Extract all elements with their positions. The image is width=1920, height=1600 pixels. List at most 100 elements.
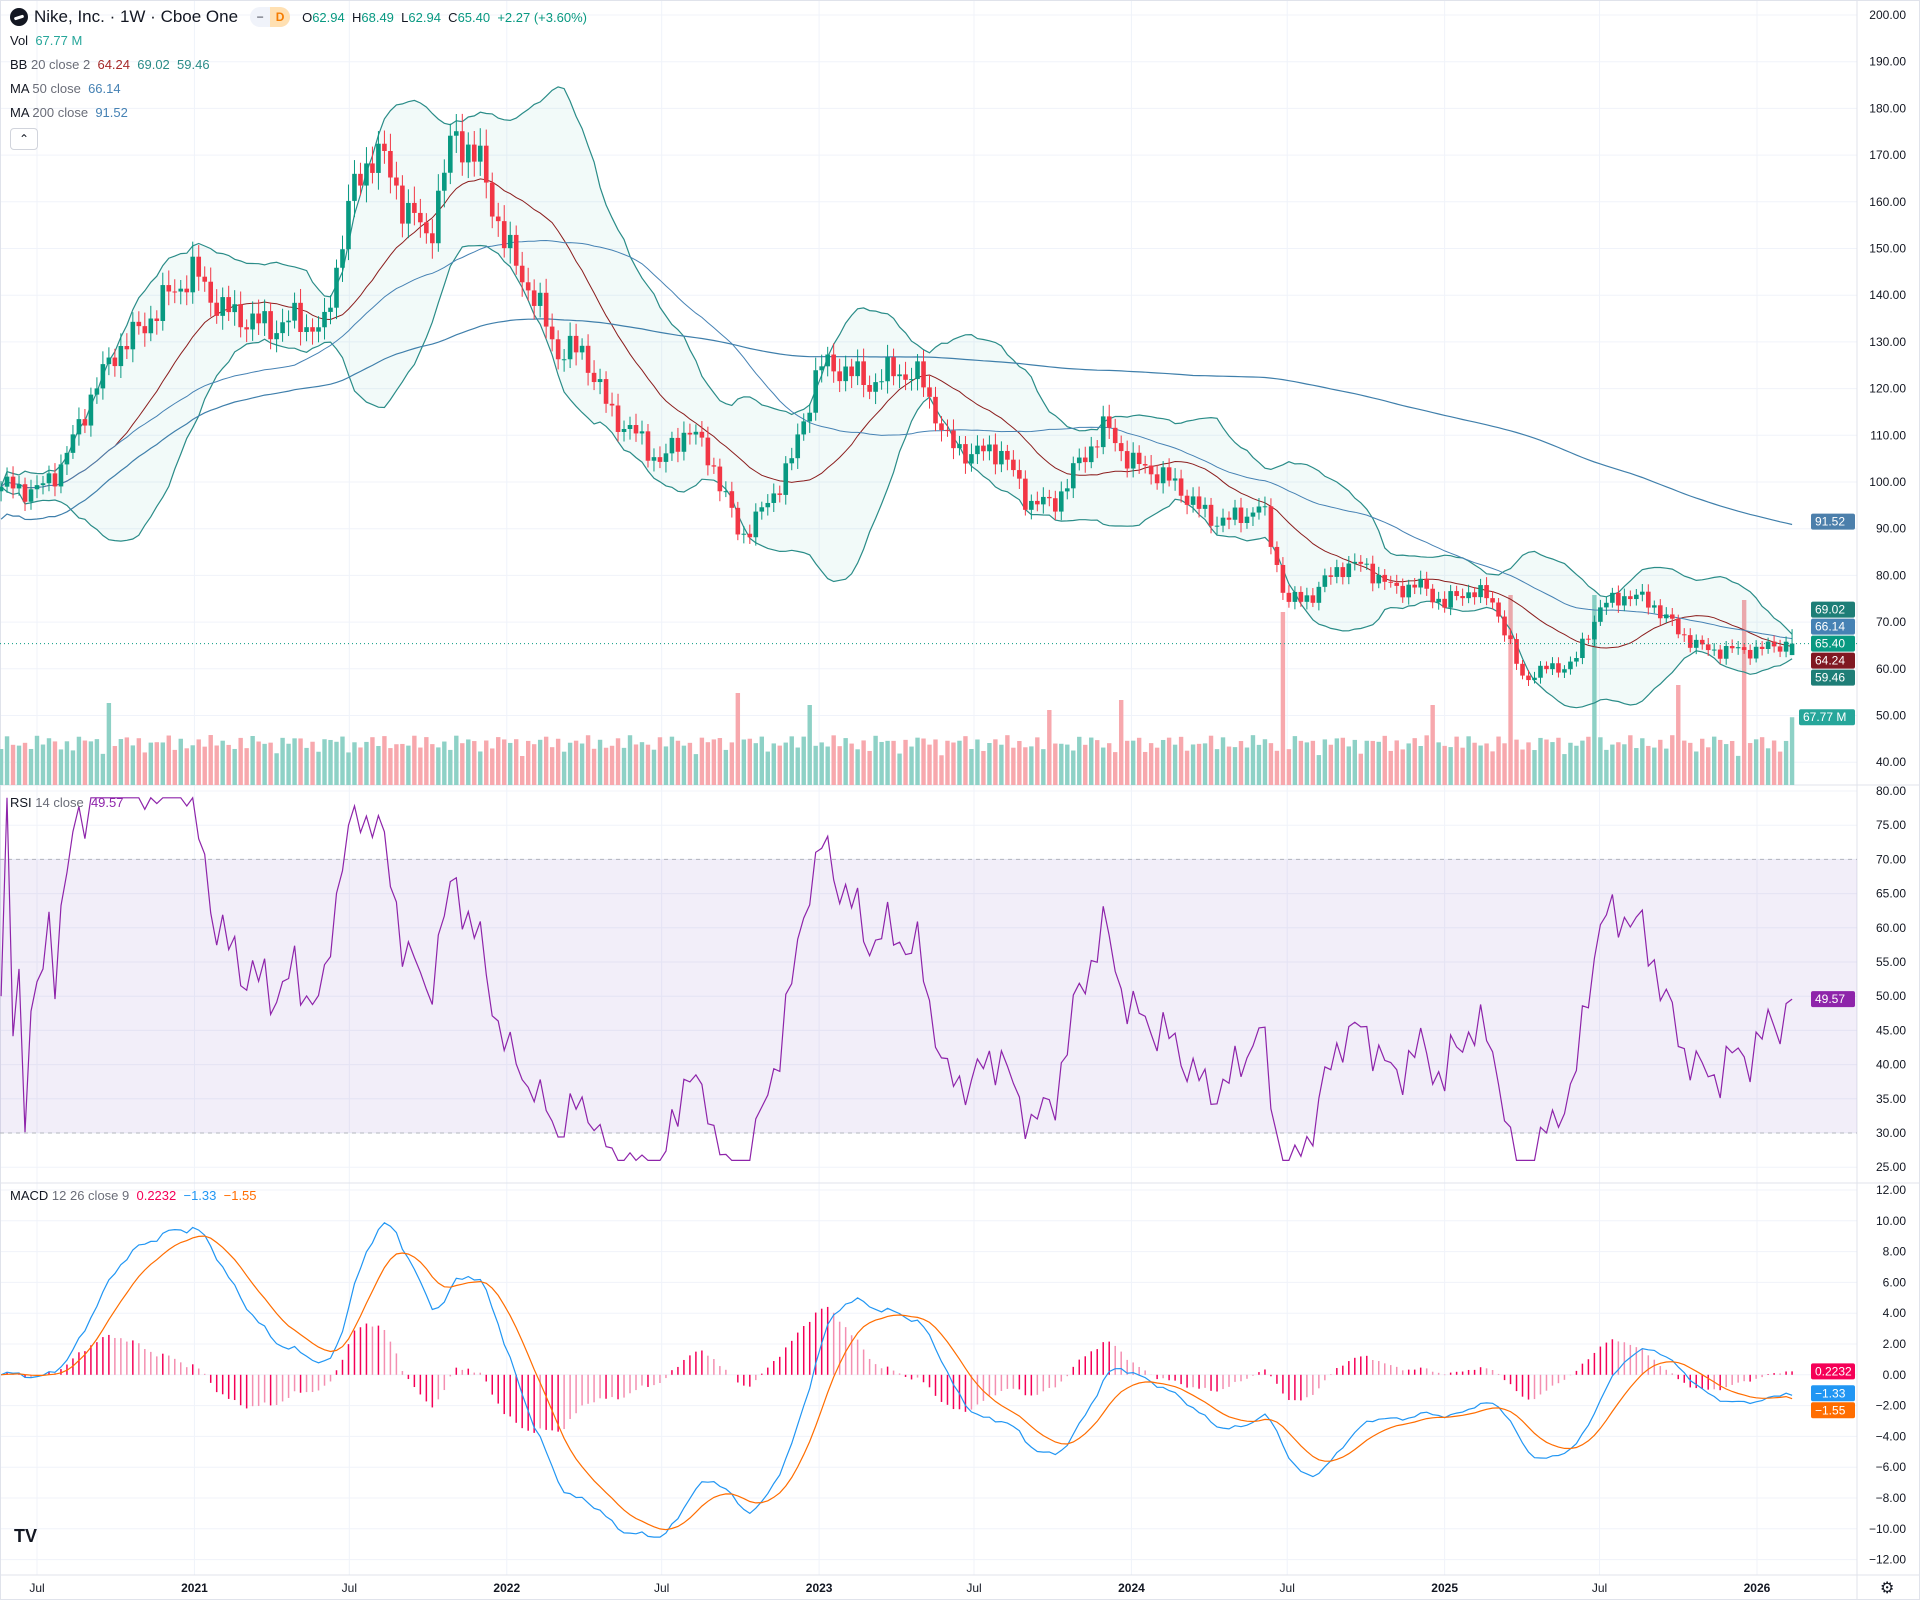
candle-body (1472, 592, 1477, 598)
volume-bar (184, 748, 189, 785)
volume-legend[interactable]: Vol 67.77 M (10, 33, 82, 48)
collapse-legend-button[interactable]: ⌃ (10, 128, 38, 150)
candle (735, 501, 741, 541)
volume-bar (1502, 743, 1507, 785)
candle (1508, 628, 1513, 645)
volume-bar (424, 737, 429, 785)
candle (214, 289, 219, 324)
volume-bar (1124, 740, 1130, 785)
candle (1448, 584, 1453, 616)
candle (1274, 541, 1280, 573)
volume-bar (765, 751, 770, 785)
candle-body (262, 311, 267, 324)
candle-body (1729, 646, 1735, 649)
candle (1244, 508, 1250, 529)
volume-bar (484, 740, 489, 785)
volume-bar (1478, 745, 1483, 785)
volume-bar (1107, 743, 1112, 785)
candle-body (256, 313, 261, 324)
volume-bar (1574, 745, 1579, 785)
high-value: 68.49 (361, 9, 394, 25)
candle-body (807, 412, 813, 422)
bb-basis-value: 64.24 (97, 57, 131, 72)
candle-body (867, 384, 872, 392)
macd-legend[interactable]: MACD 12 26 close 9 0.2232 −1.33 −1.55 (10, 1188, 257, 1203)
volume-bar (915, 737, 920, 785)
bb-legend[interactable]: BB 20 close 2 64.24 69.02 59.46 (10, 57, 210, 72)
volume-bar (1172, 744, 1178, 785)
symbol-title[interactable]: Nike, Inc. · 1W · Cboe One (34, 7, 239, 26)
symbol-legend: Nike, Inc. · 1W · Cboe One − D O62.94 H68… (10, 7, 587, 27)
ma200-label: MA (10, 105, 29, 120)
candle (969, 443, 974, 472)
candle-body (1406, 584, 1412, 598)
macd-tick-label: 12.00 (1876, 1183, 1906, 1197)
candle (1005, 444, 1010, 471)
rsi-tick-label: 70.00 (1876, 852, 1906, 866)
volume-bar (699, 737, 705, 785)
candle-body (28, 489, 34, 502)
tradingview-logo[interactable]: TV (14, 1526, 37, 1547)
candle (855, 349, 860, 386)
candle-body (849, 366, 854, 377)
volume-bar (496, 737, 501, 785)
candle (1604, 596, 1609, 615)
macd-params: 12 26 close 9 (51, 1188, 130, 1203)
candle-body (1442, 598, 1447, 608)
volume-bar (208, 735, 213, 785)
volume-bar (1136, 737, 1142, 785)
candle-body (1316, 586, 1322, 603)
candle (1376, 566, 1382, 589)
volume-bar (388, 748, 393, 785)
candle-body (861, 361, 866, 385)
candle (274, 320, 279, 353)
candle-body (531, 290, 537, 306)
volume-bar (172, 749, 177, 785)
ma50-legend[interactable]: MA 50 close 66.14 (10, 81, 121, 96)
candle (555, 330, 561, 370)
candle (1094, 440, 1100, 459)
candle-body (118, 345, 124, 367)
candle (753, 503, 759, 546)
candle (627, 416, 633, 440)
volume-bar (1472, 742, 1477, 785)
candle (184, 275, 190, 306)
settings-icon[interactable]: ⚙ (1880, 1578, 1894, 1598)
candle-body (184, 288, 190, 293)
volume-bar (244, 748, 249, 785)
candle (1550, 657, 1555, 675)
candle-body (465, 144, 471, 163)
volume-bar (1316, 755, 1322, 785)
candle (1076, 448, 1082, 471)
volume-bar (1658, 739, 1663, 785)
volume-bar (1741, 600, 1747, 785)
candle (1058, 481, 1064, 521)
time-tick-label: Jul (966, 1581, 981, 1595)
candle (328, 295, 333, 325)
candle (1154, 464, 1160, 490)
candle-body (1400, 585, 1406, 598)
candle-body (1298, 591, 1304, 602)
candle-body (747, 533, 753, 538)
candle-body (1538, 665, 1543, 678)
candle-body (1675, 618, 1681, 635)
market-status-badge[interactable]: − D (250, 7, 291, 27)
bb-upper-badge-text: 69.02 (1815, 603, 1845, 617)
volume-bar (1454, 736, 1459, 785)
candle (1675, 614, 1681, 639)
candle-body (238, 304, 243, 328)
candle-body (897, 374, 902, 377)
candle-body (987, 444, 992, 452)
candle-body (1292, 591, 1298, 602)
candle-body (1124, 451, 1130, 469)
volume-bar (1640, 738, 1645, 785)
time-tick-label: 2021 (181, 1581, 208, 1595)
candle-body (1202, 504, 1208, 509)
ma200-legend[interactable]: MA 200 close 91.52 (10, 105, 128, 120)
volume-bar (370, 737, 375, 785)
rsi-legend[interactable]: RSI 14 close 49.57 (10, 795, 124, 810)
time-tick-label: Jul (29, 1581, 44, 1595)
volume-bar (1274, 750, 1280, 785)
candle (945, 419, 950, 437)
